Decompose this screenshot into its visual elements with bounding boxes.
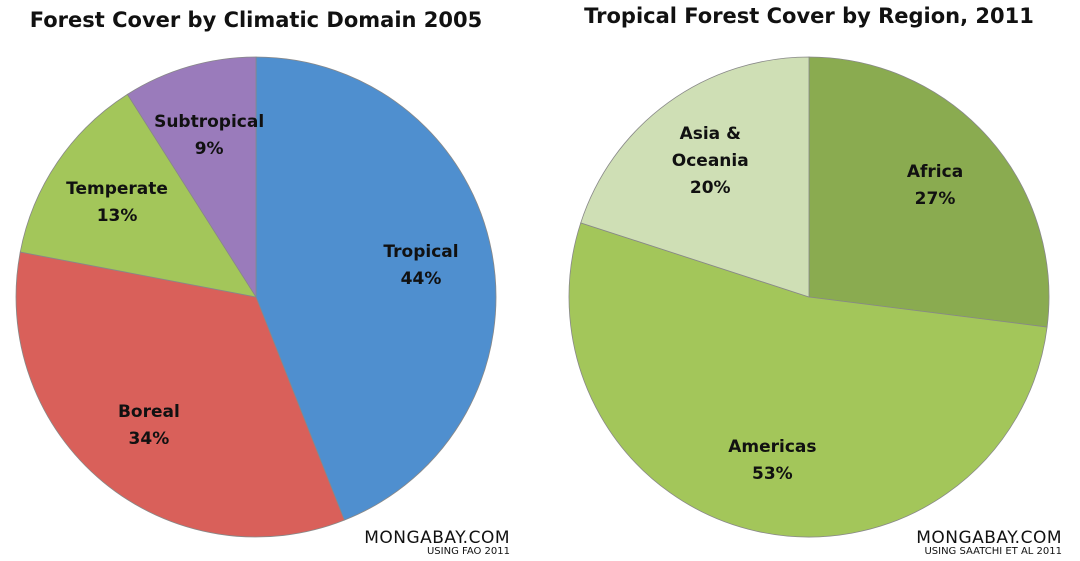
value-label: 27% [914,188,956,209]
source: MONGABAY.COM [916,528,1062,548]
category-label: Tropical [383,241,459,262]
pie-slice [580,56,810,298]
source-note: USING FAO 2011 [426,546,510,557]
slice-label: Subtropical 9% [144,109,274,163]
pie-slice [126,56,257,299]
slice-label: Boreal 34% [84,399,214,453]
pie-slice [568,222,1048,538]
source: MONGABAY.COM [364,528,510,548]
slice-label: Temperate 13% [52,176,182,230]
value-label: 9% [194,138,224,159]
value-label: 44% [400,268,442,289]
value-label: 13% [96,205,138,226]
slice-label: Africa 27% [870,159,1000,213]
category-label: Boreal [117,402,180,423]
value-label: 34% [128,429,170,450]
source-note: USING SAATCHI ET AL 2011 [924,546,1062,557]
value-label: 20% [689,177,731,198]
slice-label: Asia & Oceania 20% [645,121,775,202]
category-label: Americas [728,436,817,457]
category-label: Asia & Oceania [671,123,749,171]
pie-slice [19,93,257,298]
pie-slice [808,56,1050,328]
chart-title: Forest Cover by Climatic Domain 2005 [29,8,483,32]
category-label: Subtropical [154,111,265,132]
pie-slice [255,56,497,521]
pie-slice [15,251,345,538]
slice-label: Americas 53% [707,434,837,488]
category-label: Africa [906,161,964,182]
chart-title: Tropical Forest Cover by Region, 2011 [584,4,1034,28]
value-label: 53% [751,463,793,484]
slice-label: Tropical 44% [356,239,486,293]
category-label: Temperate [66,178,168,199]
